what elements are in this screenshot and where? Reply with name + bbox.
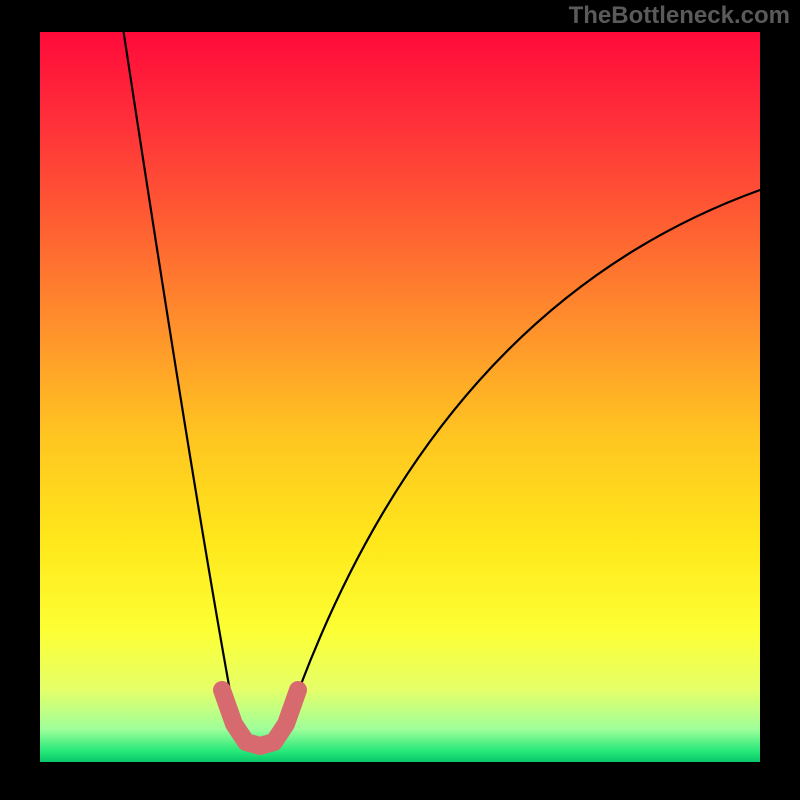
- chart-root: TheBottleneck.com: [0, 0, 800, 800]
- watermark-text: TheBottleneck.com: [569, 2, 790, 30]
- plot-background: [40, 32, 760, 762]
- frame-right: [760, 0, 800, 800]
- chart-svg: [0, 0, 800, 800]
- frame-bottom: [0, 762, 800, 800]
- frame-left: [0, 0, 40, 800]
